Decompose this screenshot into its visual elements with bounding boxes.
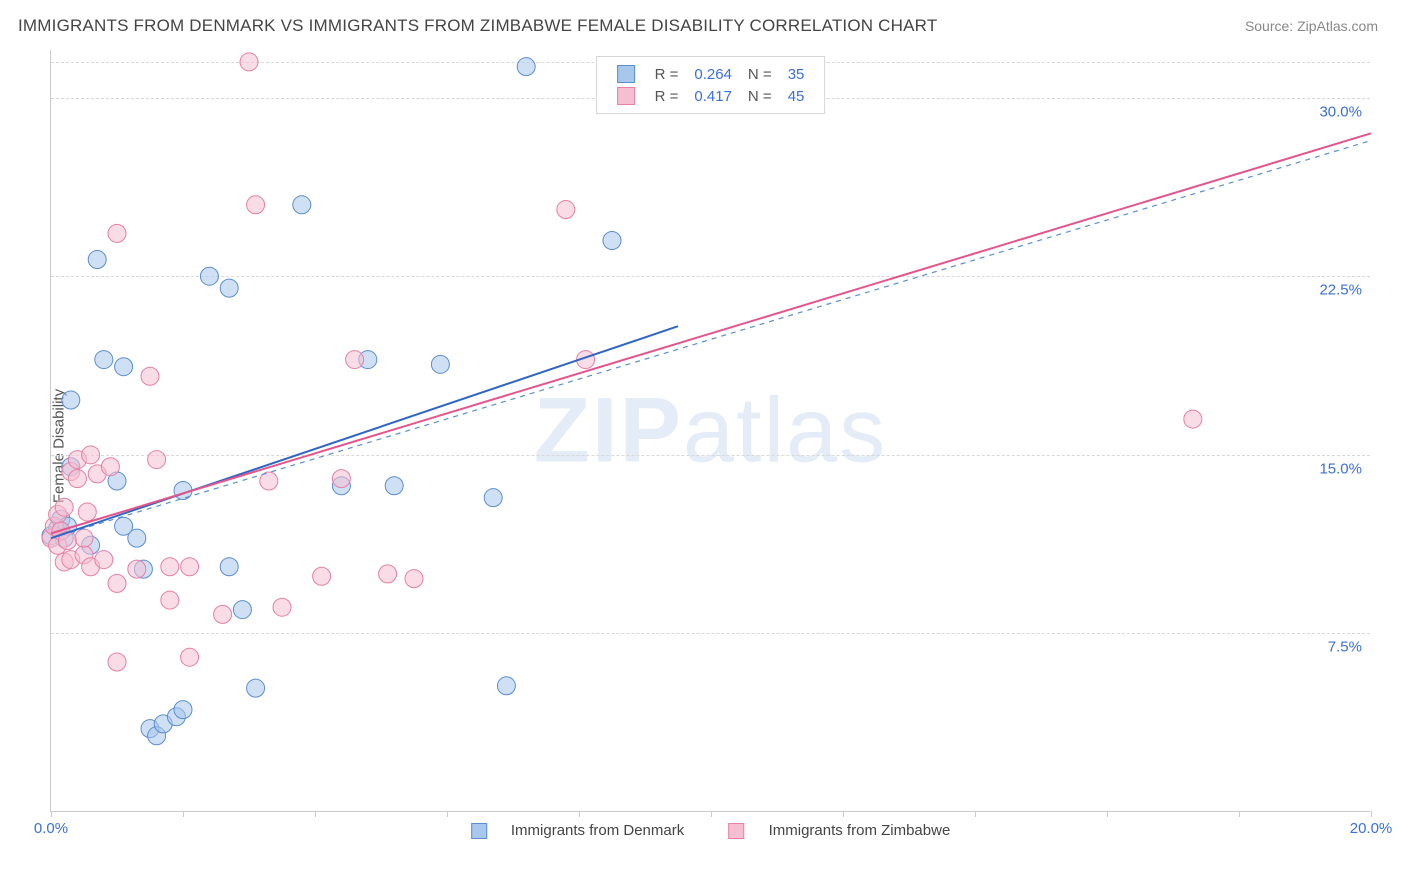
data-point-zimbabwe: [128, 560, 146, 578]
data-point-zimbabwe: [55, 498, 73, 516]
data-point-denmark: [115, 358, 133, 376]
x-tick: [1371, 811, 1372, 817]
data-point-zimbabwe: [68, 470, 86, 488]
correlation-legend: R = 0.264 N = 35 R = 0.417 N = 45: [596, 56, 826, 114]
r-value-denmark: 0.264: [686, 63, 740, 85]
data-point-zimbabwe: [108, 224, 126, 242]
y-tick-label: 30.0%: [1319, 103, 1362, 120]
data-point-denmark: [603, 232, 621, 250]
data-point-denmark: [431, 355, 449, 373]
data-point-denmark: [220, 558, 238, 576]
data-point-zimbabwe: [557, 201, 575, 219]
data-point-denmark: [62, 391, 80, 409]
x-tick: [1107, 811, 1108, 817]
y-tick-label: 15.0%: [1319, 460, 1362, 477]
data-point-zimbabwe: [346, 351, 364, 369]
x-tick: [447, 811, 448, 817]
data-point-zimbabwe: [1184, 410, 1202, 428]
data-point-zimbabwe: [108, 653, 126, 671]
data-point-zimbabwe: [82, 446, 100, 464]
plot-area: ZIPatlas R = 0.264 N = 35 R = 0.417 N = …: [50, 50, 1370, 812]
series-legend: Immigrants from Denmark Immigrants from …: [451, 822, 971, 839]
data-point-denmark: [88, 251, 106, 269]
data-point-zimbabwe: [332, 470, 350, 488]
data-point-zimbabwe: [101, 458, 119, 476]
data-point-denmark: [484, 489, 502, 507]
swatch-zimbabwe-icon: [728, 823, 744, 839]
data-point-zimbabwe: [247, 196, 265, 214]
x-tick: [975, 811, 976, 817]
data-point-zimbabwe: [273, 598, 291, 616]
n-label: N =: [740, 63, 780, 85]
data-point-zimbabwe: [108, 574, 126, 592]
data-point-zimbabwe: [161, 591, 179, 609]
data-point-zimbabwe: [313, 567, 331, 585]
legend-row-zimbabwe: R = 0.417 N = 45: [609, 85, 813, 107]
data-point-denmark: [95, 351, 113, 369]
x-tick: [579, 811, 580, 817]
n-value-zimbabwe: 45: [780, 85, 813, 107]
swatch-denmark-icon: [471, 823, 487, 839]
x-tick: [711, 811, 712, 817]
data-point-denmark: [247, 679, 265, 697]
source-attribution: Source: ZipAtlas.com: [1245, 18, 1378, 34]
data-point-denmark: [220, 279, 238, 297]
x-tick: [843, 811, 844, 817]
data-point-zimbabwe: [161, 558, 179, 576]
legend-label-zimbabwe: Immigrants from Zimbabwe: [769, 822, 951, 839]
data-point-zimbabwe: [214, 605, 232, 623]
legend-row-denmark: R = 0.264 N = 35: [609, 63, 813, 85]
data-point-zimbabwe: [240, 53, 258, 71]
data-point-zimbabwe: [95, 551, 113, 569]
x-tick: [315, 811, 316, 817]
data-point-denmark: [385, 477, 403, 495]
data-point-zimbabwe: [181, 648, 199, 666]
data-point-zimbabwe: [75, 529, 93, 547]
data-point-denmark: [293, 196, 311, 214]
data-point-denmark: [517, 58, 535, 76]
data-point-denmark: [200, 267, 218, 285]
legend-item-zimbabwe: Immigrants from Zimbabwe: [718, 822, 960, 839]
y-tick-label: 7.5%: [1328, 639, 1362, 656]
x-tick: [183, 811, 184, 817]
data-point-zimbabwe: [379, 565, 397, 583]
swatch-denmark-icon: [617, 65, 635, 83]
r-label: R =: [647, 63, 687, 85]
r-label: R =: [647, 85, 687, 107]
x-tick: [1239, 811, 1240, 817]
x-tick-label: 20.0%: [1350, 820, 1393, 837]
x-tick: [51, 811, 52, 817]
chart-svg-layer: [51, 50, 1370, 811]
data-point-zimbabwe: [405, 570, 423, 588]
n-label: N =: [740, 85, 780, 107]
data-point-zimbabwe: [181, 558, 199, 576]
data-point-denmark: [233, 601, 251, 619]
y-tick-label: 22.5%: [1319, 282, 1362, 299]
data-point-zimbabwe: [141, 367, 159, 385]
data-point-denmark: [497, 677, 515, 695]
data-point-zimbabwe: [78, 503, 96, 521]
chart-title: IMMIGRANTS FROM DENMARK VS IMMIGRANTS FR…: [18, 16, 937, 36]
data-point-zimbabwe: [148, 451, 166, 469]
n-value-denmark: 35: [780, 63, 813, 85]
x-tick-label: 0.0%: [34, 820, 68, 837]
data-point-denmark: [174, 701, 192, 719]
data-point-denmark: [128, 529, 146, 547]
r-value-zimbabwe: 0.417: [686, 85, 740, 107]
swatch-zimbabwe-icon: [617, 87, 635, 105]
regression-line-zimbabwe: [51, 133, 1371, 533]
legend-label-denmark: Immigrants from Denmark: [511, 822, 684, 839]
legend-item-denmark: Immigrants from Denmark: [461, 822, 699, 839]
